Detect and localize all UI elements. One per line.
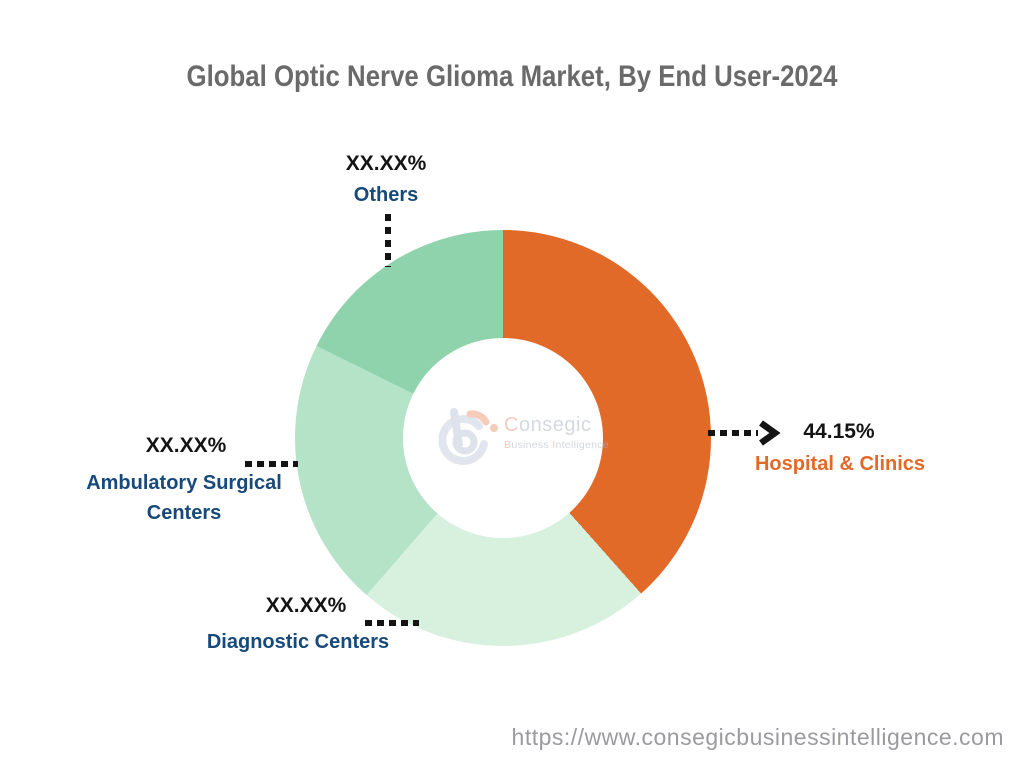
logo-wordmark: Consegic Business Intelligence [504, 414, 614, 451]
others-leader-line [385, 214, 391, 267]
hospital-leader-line [708, 430, 758, 436]
donut-hole [403, 338, 603, 538]
arrow-right-icon [759, 420, 781, 446]
ambulatory-leader-line [245, 461, 298, 467]
hospital-name-label: Hospital & Clinics [754, 453, 926, 475]
others-percent-label: XX.XX% [345, 152, 427, 175]
logo-brand-text: Consegic [504, 414, 592, 436]
others-name-label: Others [353, 184, 419, 206]
page-title: Global Optic Nerve Glioma Market, By End… [186, 60, 838, 93]
source-url: https://www.consegicbusinessintelligence… [511, 724, 1004, 750]
ambulatory-name-label: Ambulatory Surgical Centers [86, 472, 282, 524]
logo-tagline-text: Business Intelligence [504, 439, 609, 451]
consegic-logo-icon [438, 408, 498, 466]
diagnostic-leader-line [365, 620, 419, 626]
diagnostic-name-label: Diagnostic Centers [206, 631, 390, 653]
watermark-logo: Consegic Business Intelligence [432, 400, 612, 476]
ambulatory-percent-label: XX.XX% [145, 434, 227, 457]
hospital-percent-label: 44.15% [803, 420, 875, 443]
diagnostic-percent-label: XX.XX% [265, 594, 347, 617]
